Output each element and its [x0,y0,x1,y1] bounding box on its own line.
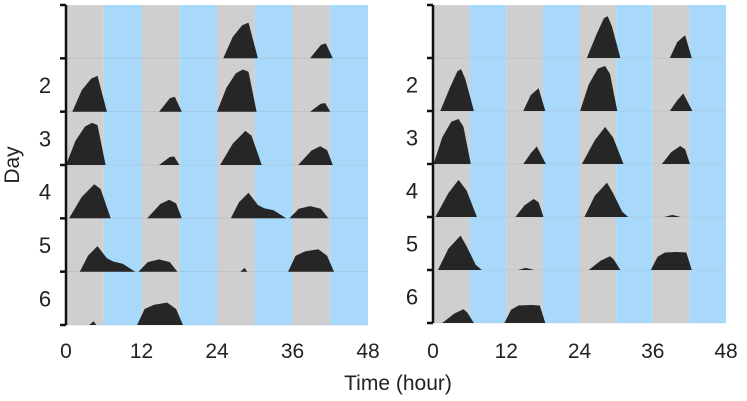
x-tick-label: 24 [568,340,592,363]
activity-bout [79,246,136,272]
day-label: 3 [406,126,418,151]
day-label: 5 [39,233,51,258]
activity-bout [240,267,248,272]
day-label: 5 [406,232,418,257]
activity-bout [159,96,182,112]
activity-bout [437,235,482,270]
day-label: 3 [39,126,51,151]
activity-bout [586,16,621,59]
activity-bout [217,69,257,112]
activity-bout [517,267,535,270]
activity-bout [66,122,106,165]
x-tick-label: 48 [714,340,737,363]
activity-bout [669,35,692,58]
activity-bout [138,259,178,272]
x-tick-label: 0 [60,340,72,363]
activity-bout [588,256,621,270]
activity-bout [584,182,629,217]
activity-bout [159,156,180,165]
activity-bout [433,119,471,164]
activity-bout [310,103,331,112]
activity-bout [298,146,333,165]
x-tick-label: 12 [495,340,518,363]
actogram-panel-2: 2 3 4 5 6 0 12 24 36 48 [406,3,738,363]
activity-bout [650,252,692,270]
activity-bout [442,309,474,323]
x-axis-label: Time (hour) [344,372,452,395]
activity-bout [580,66,618,111]
x-tick-label: 36 [641,340,664,363]
x-tick-label: 48 [356,340,379,363]
activity-bout [515,199,544,217]
activity-bout [72,75,107,112]
y-axis-label: Day [1,146,24,184]
x-tick-label: 0 [427,340,439,363]
day-label: 4 [406,179,418,204]
activity-bout [669,93,693,111]
activity-bout [220,130,262,165]
activity-bout [223,22,258,59]
activity-bout [440,69,474,111]
activity-bout [435,179,477,217]
day-label: 6 [406,285,418,310]
day-label: 4 [39,180,51,205]
activity-bout [69,184,111,219]
activity-bout [661,146,690,164]
day-label: 2 [39,73,51,98]
x-tick-label: 12 [130,340,153,363]
activity-bout [230,192,287,219]
day-label: 6 [39,286,51,311]
activity-bout [523,88,546,111]
activity-bout [664,214,681,217]
activity-bout [504,305,546,323]
activity-bout [89,321,97,325]
activity-bout [581,126,624,164]
activity-bout [523,146,546,164]
x-tick-label: 24 [205,340,229,363]
activity-bout [310,43,333,59]
activity-bout [137,302,183,325]
activity-bout [147,199,182,219]
x-tick-label: 36 [281,340,304,363]
activity-bout [289,206,329,219]
day-label: 2 [406,73,418,98]
activity-bout [288,249,334,272]
actogram-panel-1: 2 3 4 5 6 0 12 24 36 48 [39,3,380,363]
